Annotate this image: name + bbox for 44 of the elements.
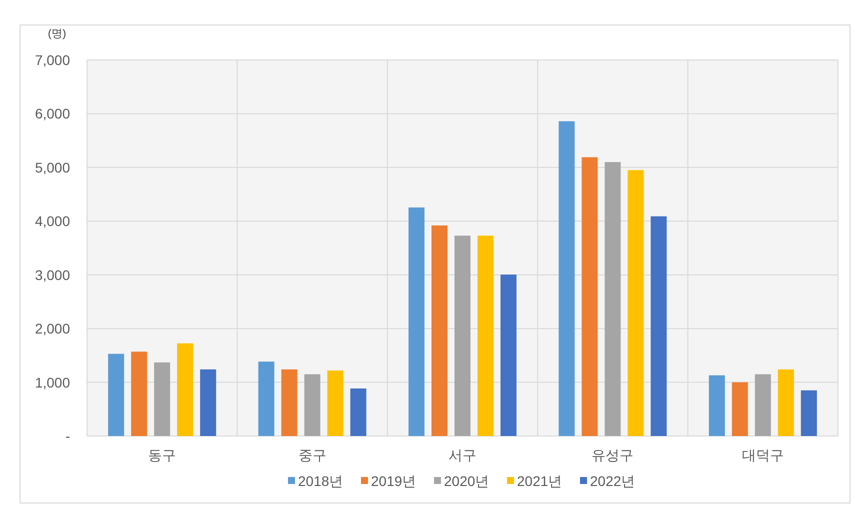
y-axis-title: (명) [48,28,66,40]
legend-label: 2019년 [371,473,416,489]
x-tick-label: 대덕구 [742,447,784,463]
bar [708,375,725,436]
bar [350,388,366,436]
bar [258,362,274,436]
bar [304,374,320,436]
x-tick-label: 서구 [448,447,476,463]
bar [281,369,298,436]
bar [500,274,516,436]
y-tick-label: 6,000 [34,106,70,122]
bar [732,382,748,436]
bar [478,236,494,436]
y-tick-label: 2,000 [34,320,70,337]
bar [454,236,470,436]
legend-label: 2018년 [298,473,344,489]
bar [408,207,424,436]
y-tick-label: 7,000 [34,52,70,68]
legend-label: 2022년 [590,473,636,489]
x-tick-label: 중구 [298,447,326,463]
bar [628,170,644,436]
bar [200,369,216,436]
bar [778,369,794,436]
bar [177,343,194,436]
bar [327,370,344,436]
bar [800,390,817,436]
bar [604,162,621,436]
legend-label: 2021년 [517,473,562,489]
bar [108,354,124,436]
bar [131,352,148,436]
y-tick-label: - [65,428,70,444]
y-tick-label: 1,000 [34,374,70,390]
bar [558,121,575,436]
bar [582,157,598,436]
y-tick-label: 4,000 [34,213,70,230]
bar [432,225,448,436]
bar [754,374,771,436]
legend-label: 2020년 [444,473,490,489]
bar [154,362,170,436]
x-tick-label: 동구 [148,447,176,463]
x-tick-label: 유성구 [592,447,634,463]
y-tick-label: 3,000 [34,266,70,283]
y-tick-label: 5,000 [34,159,70,176]
bar [650,216,667,436]
